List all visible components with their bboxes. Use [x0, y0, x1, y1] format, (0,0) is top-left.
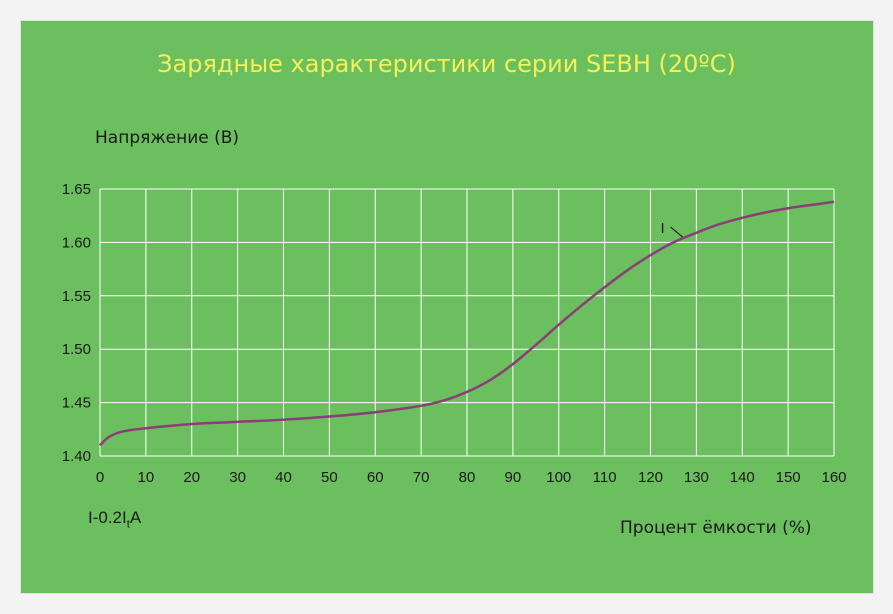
- y-tick-label: 1.50: [62, 341, 91, 358]
- x-tick-label: 30: [229, 469, 246, 486]
- x-tick-label: 50: [321, 469, 338, 486]
- y-tick-label: 1.40: [62, 448, 91, 465]
- x-tick-label: 120: [638, 469, 663, 486]
- x-tick-label: 70: [413, 469, 430, 486]
- x-tick-label: 160: [821, 469, 846, 486]
- x-tick-label: 90: [505, 469, 522, 486]
- x-tick-label: 100: [546, 469, 571, 486]
- x-tick-label: 130: [684, 469, 709, 486]
- x-axis-label: Процент ёмкости (%): [620, 518, 812, 538]
- y-tick-label: 1.55: [62, 288, 91, 305]
- x-tick-label: 20: [183, 469, 200, 486]
- y-tick-label: 1.60: [62, 234, 91, 251]
- chart-panel: [20, 20, 874, 594]
- x-tick-label: 0: [96, 469, 104, 486]
- current-note: I-0.2ItA: [88, 508, 142, 531]
- series-label: I: [661, 220, 665, 237]
- x-tick-label: 40: [275, 469, 292, 486]
- series-line: [99, 200, 835, 447]
- y-axis-label: Напряжение (В): [95, 128, 240, 148]
- x-tick-label: 150: [776, 469, 801, 486]
- x-tick-label: 140: [730, 469, 755, 486]
- y-tick-label: 1.65: [62, 181, 91, 198]
- x-tick-label: 10: [138, 469, 155, 486]
- series-label-leader: [670, 226, 683, 238]
- x-tick-label: 60: [367, 469, 384, 486]
- y-tick-label: 1.45: [62, 395, 91, 412]
- x-tick-label: 80: [459, 469, 476, 486]
- chart-title: Зарядные характеристики серии SEBH (20ºC…: [157, 50, 736, 78]
- x-tick-label: 110: [593, 469, 617, 486]
